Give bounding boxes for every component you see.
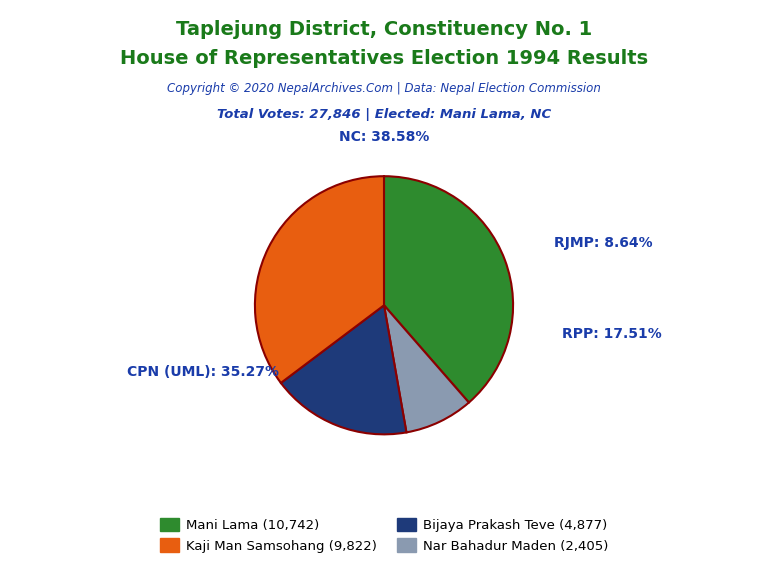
Text: CPN (UML): 35.27%: CPN (UML): 35.27% [127,365,280,380]
Text: RPP: 17.51%: RPP: 17.51% [562,327,662,340]
Text: Copyright © 2020 NepalArchives.Com | Data: Nepal Election Commission: Copyright © 2020 NepalArchives.Com | Dat… [167,82,601,95]
Wedge shape [384,305,469,433]
Text: NC: 38.58%: NC: 38.58% [339,131,429,145]
Text: House of Representatives Election 1994 Results: House of Representatives Election 1994 R… [120,49,648,68]
Wedge shape [255,176,384,383]
Text: RJMP: 8.64%: RJMP: 8.64% [554,236,653,251]
Text: Taplejung District, Constituency No. 1: Taplejung District, Constituency No. 1 [176,20,592,39]
Wedge shape [384,176,513,403]
Wedge shape [281,305,406,434]
Legend: Mani Lama (10,742), Kaji Man Samsohang (9,822), Bijaya Prakash Teve (4,877), Nar: Mani Lama (10,742), Kaji Man Samsohang (… [154,512,614,558]
Text: Total Votes: 27,846 | Elected: Mani Lama, NC: Total Votes: 27,846 | Elected: Mani Lama… [217,108,551,122]
